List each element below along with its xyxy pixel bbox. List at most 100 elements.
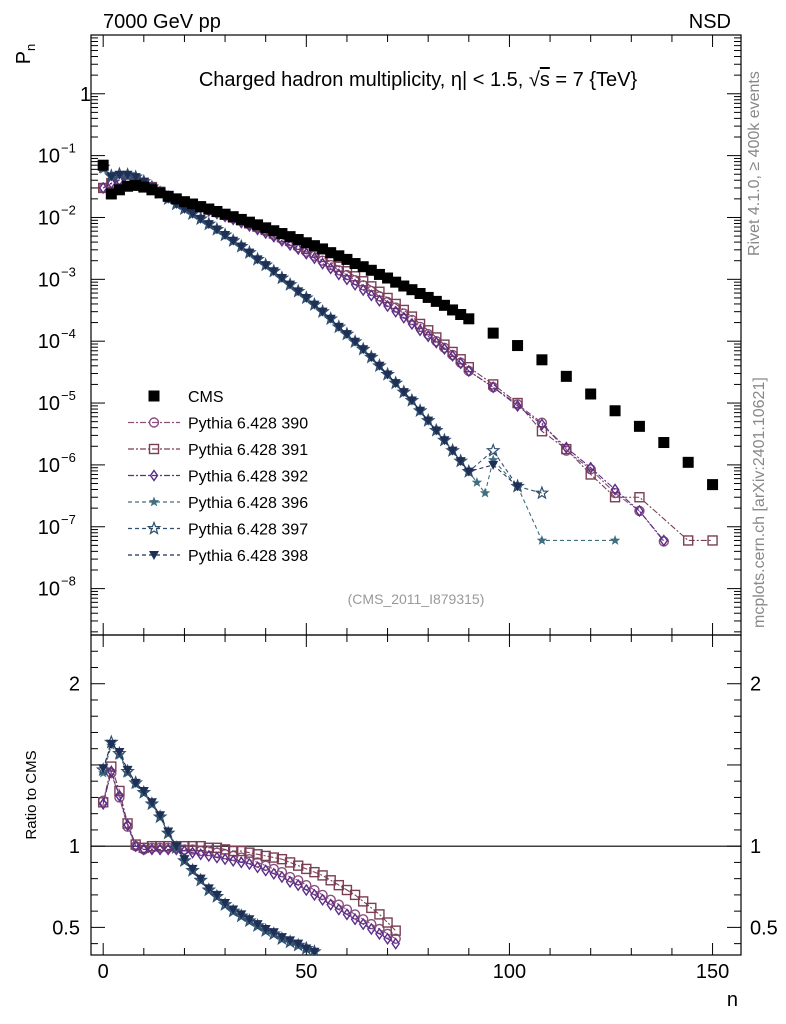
data-point (430, 295, 442, 307)
data-point (333, 250, 345, 262)
data-point (463, 313, 475, 325)
data-point (464, 364, 474, 378)
ratio-point (382, 917, 393, 928)
ratio-point (146, 840, 158, 852)
data-point (398, 280, 410, 292)
data-point (333, 322, 344, 332)
legend-marker (149, 469, 159, 482)
data-point (211, 225, 222, 235)
data-point (301, 293, 312, 303)
legend-label: Pythia 6.428 396 (188, 495, 308, 512)
ratio-point (195, 874, 206, 884)
legend-entry: Pythia 6.428 391 (128, 442, 308, 459)
ratio-point (139, 843, 149, 856)
data-point (228, 236, 239, 246)
data-point (585, 388, 597, 400)
ratio-point (114, 747, 125, 757)
ratio-point (293, 939, 304, 949)
data-point (358, 283, 368, 297)
data-point (512, 340, 524, 352)
data-point (415, 406, 426, 416)
data-point (325, 314, 336, 324)
data-point (658, 437, 670, 449)
ratio-line (102, 769, 396, 945)
data-point (227, 211, 239, 223)
ratio-point (276, 853, 288, 865)
data-point (366, 289, 376, 302)
data-point (455, 457, 466, 467)
y-tick-label-main: 10 (38, 269, 60, 291)
y-tick-label-main: 10 (38, 517, 60, 539)
ratio-point (147, 843, 157, 856)
series-pythia-6-428-397 (95, 159, 550, 500)
ratio-point (115, 789, 124, 803)
ratio-point (220, 899, 231, 909)
ratio-point (293, 878, 303, 892)
y-tick-exponent: −4 (61, 326, 76, 341)
data-point (130, 179, 142, 191)
data-point (130, 173, 141, 183)
y-tick-label-main: 1 (80, 84, 91, 106)
data-point (105, 188, 117, 200)
data-point (358, 345, 369, 355)
data-point (707, 535, 718, 546)
ratio-point (163, 827, 174, 837)
x-tick-label: 100 (493, 961, 526, 983)
main-plot-frame (90, 34, 742, 636)
data-point (455, 309, 467, 321)
data-point (633, 420, 645, 432)
data-point (243, 216, 255, 228)
data-point (488, 381, 498, 394)
data-point (707, 479, 719, 491)
data-point (407, 317, 417, 331)
ratio-point (204, 849, 214, 863)
ratio-point (171, 842, 182, 852)
mcplots-text: mcplots.cern.ch [arXiv:2401.10621] (751, 377, 768, 628)
data-point (456, 357, 466, 370)
data-point (300, 237, 312, 249)
legend-entry: CMS (148, 389, 224, 406)
data-point (534, 485, 550, 500)
data-point (187, 209, 198, 219)
data-point (236, 242, 247, 252)
ratio-point (310, 888, 319, 902)
legend-marker (148, 417, 160, 428)
legend: CMS Pythia 6.428 390 Pythia 6.428 391 Pythi… (128, 389, 308, 565)
data-point (211, 205, 223, 217)
data-point (349, 258, 361, 270)
data-point (398, 304, 410, 316)
ratio-point (212, 851, 222, 864)
data-point (187, 198, 199, 210)
series-pythia-6-428-398 (98, 161, 523, 492)
ratio-point (236, 845, 247, 857)
legend-label: Pythia 6.428 392 (188, 469, 308, 486)
data-point (276, 274, 287, 284)
data-point (414, 288, 426, 300)
ratio-point (211, 890, 222, 900)
ratio-point (131, 839, 141, 853)
data-point (357, 261, 369, 273)
data-point (561, 441, 571, 454)
data-point (341, 330, 352, 340)
data-point (536, 354, 548, 366)
data-point (537, 418, 547, 431)
data-point (293, 287, 304, 297)
data-point (341, 253, 353, 265)
legend-marker (149, 551, 159, 560)
ratio-point (350, 913, 360, 926)
data-point (560, 370, 572, 382)
data-point (350, 278, 360, 291)
ratio-point (244, 915, 255, 925)
data-point (536, 426, 548, 437)
ratio-point (390, 925, 401, 936)
data-point (383, 299, 392, 313)
ratio-point (383, 932, 392, 945)
legend-entry: Pythia 6.428 390 (128, 416, 308, 433)
ratio-point (284, 857, 296, 868)
data-point (447, 304, 459, 316)
ratio-point (276, 866, 288, 878)
series-line (102, 178, 665, 542)
data-point (382, 370, 393, 380)
data-point (170, 193, 182, 205)
data-point (586, 461, 596, 474)
